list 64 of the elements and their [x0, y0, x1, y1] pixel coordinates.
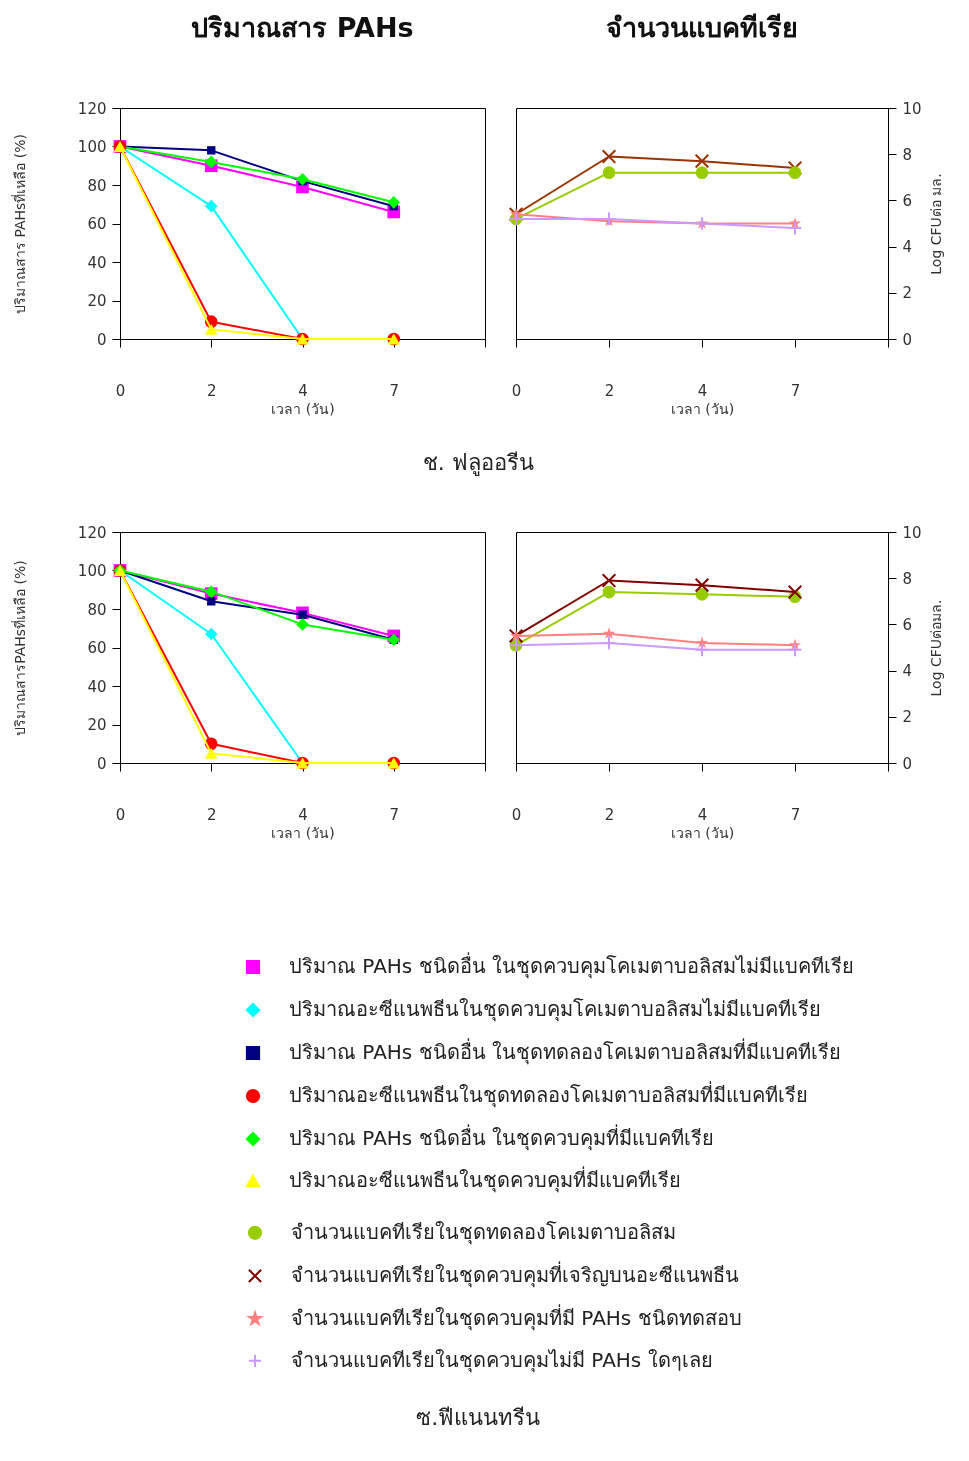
y2-axis-title: Log CFUต่อมล.	[927, 599, 944, 697]
y2-tick-label: 2	[902, 708, 913, 727]
y-tick-label: 120	[77, 99, 107, 118]
x-tick-label: 7	[790, 381, 801, 400]
y-tick-label: 100	[77, 138, 107, 156]
y2-tick-label: 10	[902, 99, 922, 118]
x-tick-label: 7	[389, 381, 400, 400]
y-tick-label: 60	[87, 639, 107, 657]
y-tick-label: 20	[87, 716, 107, 734]
x-tick-label: 2	[604, 805, 615, 824]
y-tick-label: 120	[77, 523, 107, 542]
legend-label: จำนวนแบคทีเรียในชุดควบคุมที่มี PAHs ชนิดทดสอบ	[291, 1303, 742, 1331]
x-tick-label: 4	[697, 381, 708, 400]
chart-title: จำนวนแบคทีเรีย	[606, 12, 798, 43]
y2-tick-label: 8	[902, 569, 913, 588]
x-tick-label: 7	[389, 805, 400, 824]
y2-tick-label: 4	[902, 662, 913, 681]
x-tick-label: 2	[206, 381, 217, 400]
y-axis-title: ปริมาณสารPAHsที่เหลือ (%)	[10, 560, 28, 736]
chart-title: ปริมาณสาร PAHs	[191, 12, 414, 43]
x-tick-label: 4	[298, 805, 308, 824]
y2-tick-label: 8	[902, 145, 913, 164]
x-tick-label: 2	[206, 805, 217, 824]
x-tick-label: 0	[115, 381, 126, 400]
y2-tick-label: 4	[902, 238, 913, 257]
legend-label: ปริมาณ PAHs ชนิดอื่น ในชุดควบคุมโคเมตาบอลิสมไม่มีแบคทีเรีย	[289, 952, 854, 979]
legend-label: ปริมาณอะซีแนพธีนในชุดทดลองโคเมตาบอลิสมที่มีแบคทีเรีย	[289, 1081, 808, 1108]
y-tick-label: 0	[96, 754, 107, 773]
legend-label: ปริมาณอะซีแนพธีนในชุดควบคุมที่มีแบคทีเรีย	[289, 1166, 681, 1193]
legend-label: ปริมาณ PAHs ชนิดอื่น ในชุดควบคุมที่มีแบคทีเรีย	[289, 1124, 714, 1151]
text: ซ.ฟีแนนทรีน	[416, 1405, 541, 1431]
x-tick-label: 0	[511, 381, 522, 400]
legend-label: จำนวนแบคทีเรียในชุดควบคุมที่เจริญบนอะซีแนพธีน	[291, 1260, 739, 1288]
x-axis-title: เวลา (วัน)	[670, 400, 735, 417]
x-tick-label: 7	[790, 805, 801, 824]
legend-label: จำนวนแบคทีเรียในชุดควบคุมไม่มี PAHs ใดๆเลย	[291, 1347, 713, 1373]
y-tick-label: 100	[77, 562, 107, 580]
y-tick-label: 80	[87, 600, 107, 619]
y2-tick-label: 6	[902, 191, 913, 210]
y-tick-label: 40	[87, 253, 107, 272]
y-tick-label: 80	[87, 176, 107, 195]
x-tick-label: 0	[115, 805, 126, 824]
y-tick-label: 0	[96, 330, 107, 349]
legend-label: ปริมาณ PAHs ชนิดอื่น ในชุดทดลองโคเมตาบอลิสมที่มีแบคทีเรีย	[289, 1038, 841, 1065]
y-tick-label: 40	[87, 677, 107, 696]
x-tick-label: 4	[697, 805, 708, 824]
legend-label: จำนวนแบคทีเรียในชุดทดลองโคเมตาบอลิสม	[291, 1219, 676, 1245]
y2-tick-label: 2	[902, 284, 913, 303]
y2-tick-label: 0	[902, 330, 913, 349]
x-tick-label: 2	[604, 381, 615, 400]
y-tick-label: 20	[87, 292, 107, 310]
x-axis-title: เวลา (วัน)	[271, 400, 335, 417]
x-tick-label: 0	[511, 805, 522, 824]
x-axis-title: เวลา (วัน)	[271, 824, 335, 841]
y2-tick-label: 0	[902, 754, 913, 773]
y-tick-label: 60	[87, 215, 107, 233]
y2-tick-label: 6	[902, 615, 913, 634]
y2-tick-label: 10	[902, 523, 922, 542]
text: ช. ฟลูออรีน	[422, 449, 534, 476]
y2-axis-title: Log CFUต่อ มล.	[927, 173, 944, 275]
x-axis-title: เวลา (วัน)	[670, 824, 735, 841]
y-axis-title: ปริมาณสาร PAHsที่เหลือ (%)	[10, 133, 28, 315]
x-tick-label: 4	[298, 381, 308, 400]
legend-label: ปริมาณอะซีแนพธีนในชุดควบคุมโคเมตาบอลิสมไม่มีแบคทีเรีย	[289, 997, 821, 1022]
